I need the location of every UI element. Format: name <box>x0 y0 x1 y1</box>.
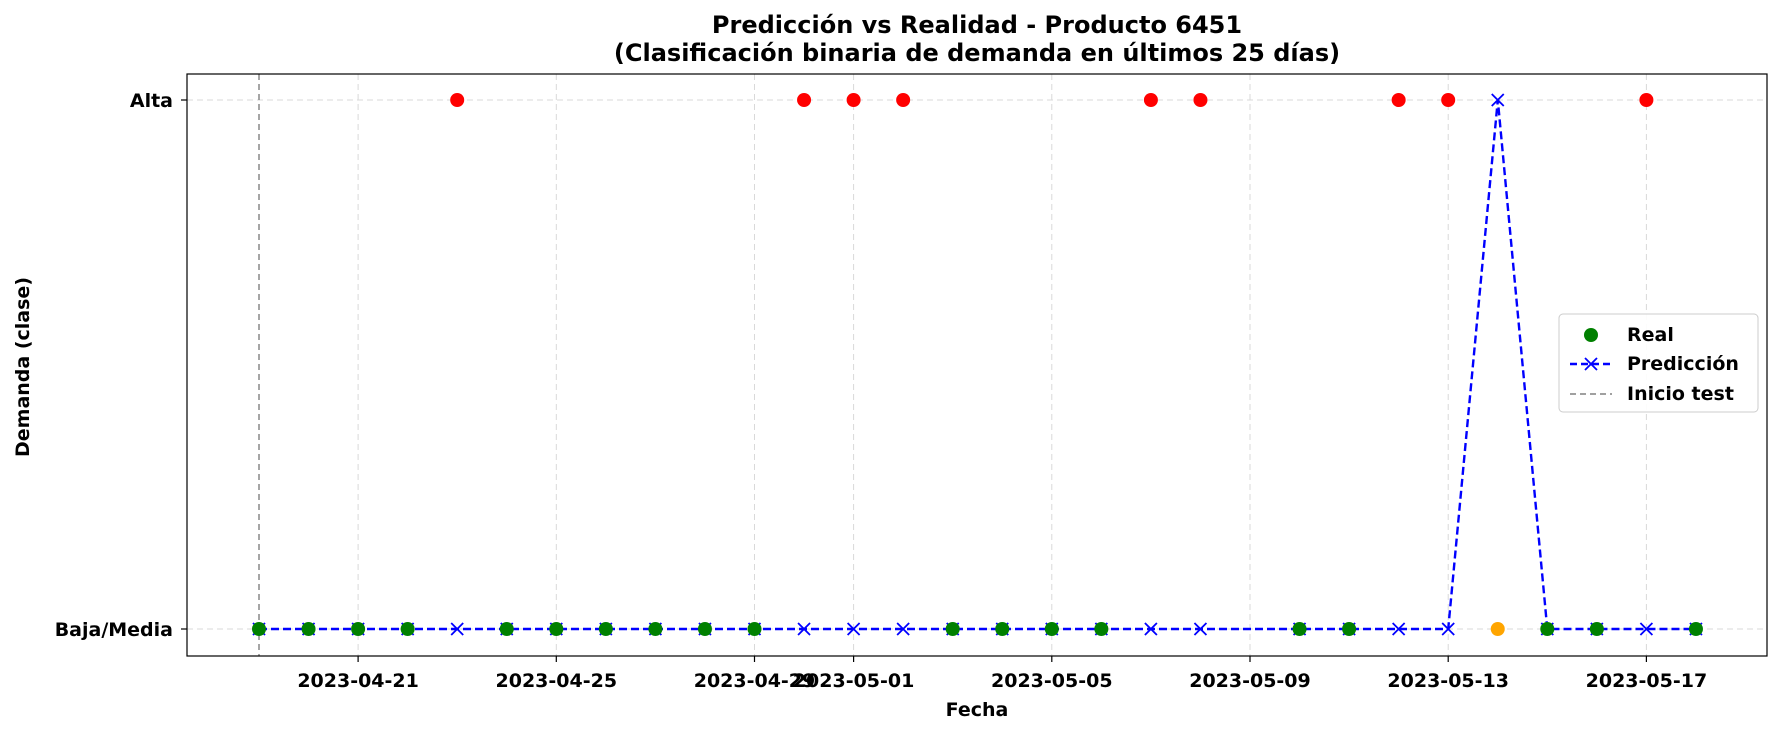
x-axis-label: Fecha <box>946 699 1009 721</box>
real-point <box>499 622 514 636</box>
real-point <box>648 622 663 636</box>
x-tick-label: 2023-05-05 <box>991 670 1113 692</box>
prediction-marker <box>846 622 861 636</box>
real-point <box>549 622 564 636</box>
prediction-marker <box>797 622 811 636</box>
real-point <box>1143 93 1158 107</box>
x-axis-ticks: 2023-04-21 2023-04-25 2023-04-292023-05-01… <box>297 656 1707 692</box>
real-point <box>797 93 812 107</box>
real-point <box>1044 622 1059 636</box>
real-point <box>1342 622 1357 636</box>
legend: Real Predicción Inicio test <box>1558 313 1759 413</box>
real-point <box>1688 622 1703 636</box>
real-point <box>1441 93 1456 107</box>
real-point <box>400 622 415 636</box>
real-point <box>945 622 960 636</box>
x-tick-label: 2023-04-21 <box>297 670 419 692</box>
x-tick-label: 2023-04-29 <box>694 670 816 692</box>
prediction-series <box>252 93 1703 636</box>
legend-prediction-marker <box>1584 357 1598 371</box>
prediction-line <box>259 99 1696 631</box>
real-point <box>1639 93 1654 107</box>
prediction-marker <box>896 622 910 636</box>
legend-inicio-test-label: Inicio test <box>1627 383 1734 405</box>
y-tick-label: Baja/Media <box>55 619 173 641</box>
x-tick-label: 2023-05-01 <box>793 670 915 692</box>
chart-subtitle: (Clasificación binaria de demanda en últ… <box>614 39 1340 67</box>
y-axis-ticks: Baja/Media Alta <box>55 90 187 641</box>
prediction-marker <box>1193 622 1208 636</box>
x-tick-label: 2023-05-09 <box>1189 670 1311 692</box>
real-point <box>896 93 911 107</box>
chart-title: Predicción vs Realidad - Producto 6451 <box>712 11 1242 39</box>
real-point <box>1540 622 1555 636</box>
y-tick-label: Alta <box>130 90 173 112</box>
plot-frame <box>186 73 1768 657</box>
real-point <box>1094 622 1109 636</box>
real-point <box>598 622 613 636</box>
legend-real-marker <box>1584 328 1598 342</box>
x-tick-label: 2023-05-13 <box>1387 670 1509 692</box>
real-point <box>697 622 712 636</box>
legend-box <box>1558 313 1759 413</box>
real-point <box>1391 93 1406 107</box>
real-point <box>1193 93 1208 107</box>
prediction-marker <box>1639 622 1654 636</box>
prediction-marker <box>1144 622 1158 636</box>
real-point <box>252 622 266 636</box>
real-point <box>351 622 366 636</box>
prediction-marker <box>1441 622 1455 636</box>
real-point <box>1589 622 1604 636</box>
real-series <box>252 93 1703 636</box>
grid <box>187 74 1767 656</box>
legend-prediction-label: Predicción <box>1627 353 1739 375</box>
real-point <box>301 622 316 636</box>
real-point <box>1490 622 1505 636</box>
x-tick-label: 2023-04-25 <box>496 670 618 692</box>
y-axis-label: Demanda (clase) <box>12 277 34 457</box>
prediction-marker <box>1491 93 1505 107</box>
real-point <box>846 93 861 107</box>
prediction-marker <box>450 622 464 636</box>
real-point <box>1292 622 1307 636</box>
x-tick-label: 2023-05-17 <box>1586 670 1708 692</box>
real-point <box>747 622 762 636</box>
real-point <box>995 622 1010 636</box>
real-point <box>450 93 465 107</box>
prediction-marker <box>1392 622 1406 636</box>
legend-real-label: Real <box>1627 324 1674 346</box>
